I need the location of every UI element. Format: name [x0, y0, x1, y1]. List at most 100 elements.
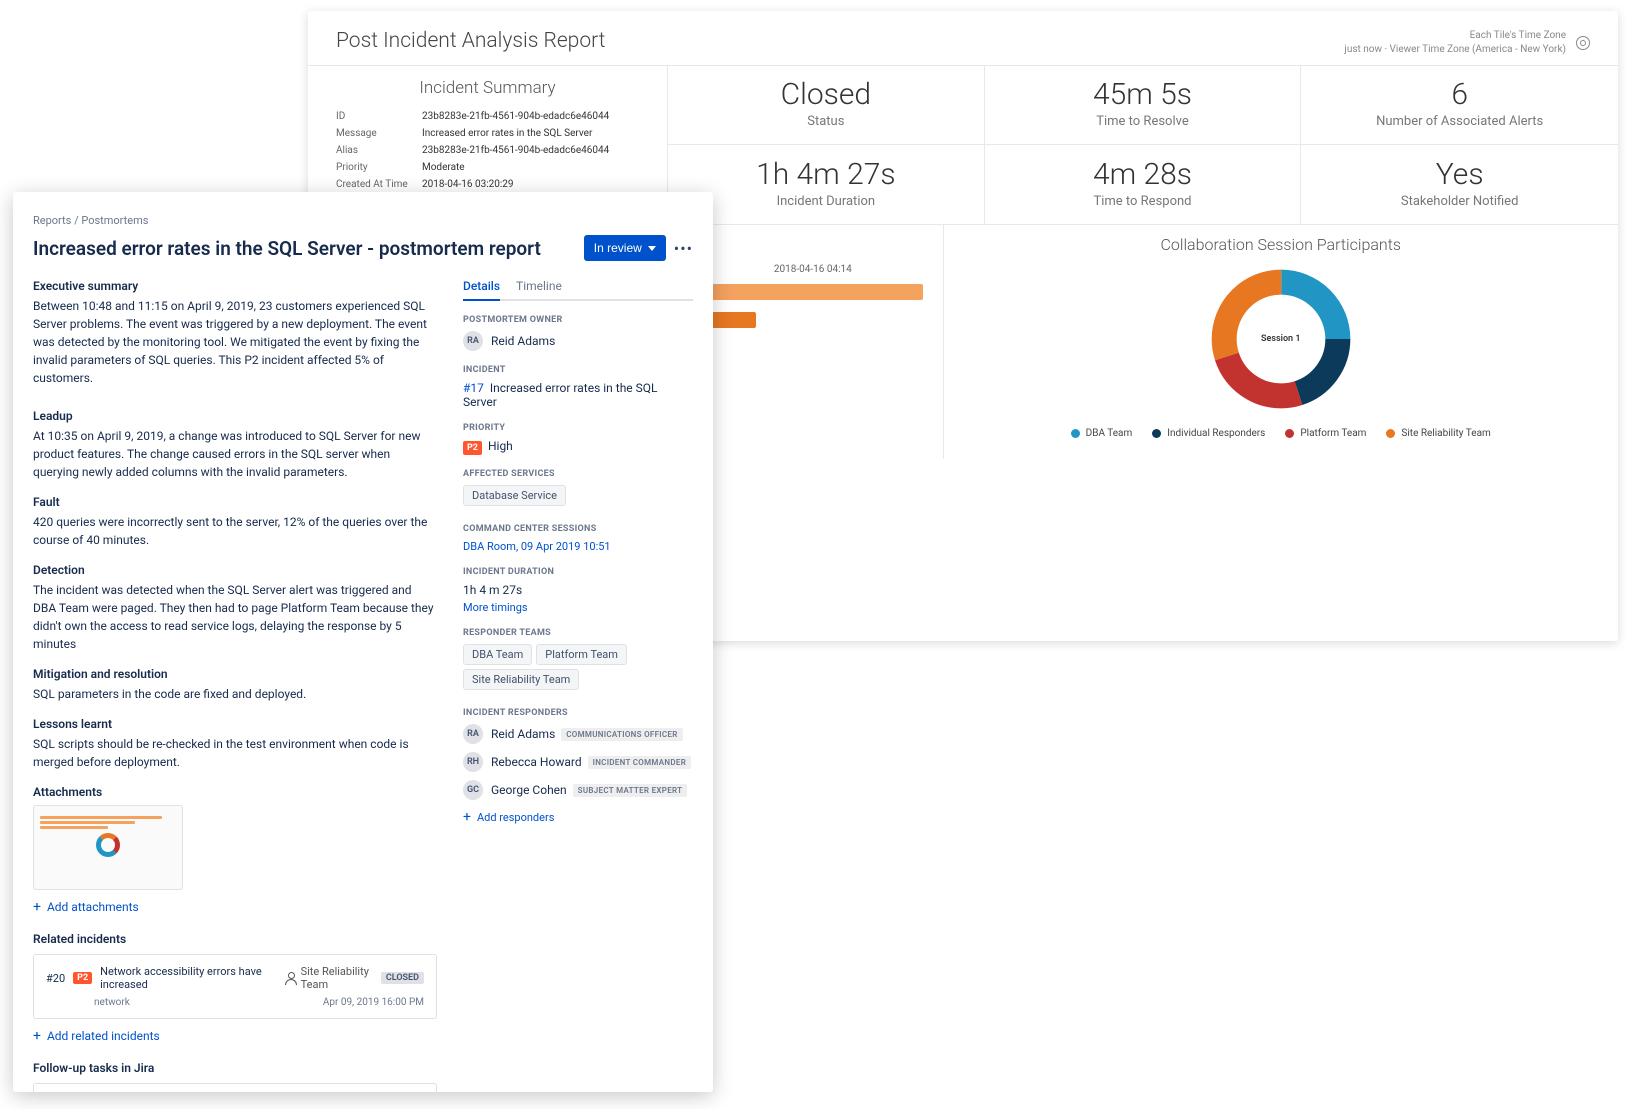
meta-label: POSTMORTEM OWNER: [463, 315, 693, 325]
incident-link[interactable]: #17: [463, 381, 484, 395]
avatar: RA: [463, 331, 483, 351]
avatar: RA: [463, 724, 483, 744]
metric-label: Time to Respond: [1093, 194, 1191, 209]
related-incident-card[interactable]: #20 P2 Network accessibility errors have…: [33, 954, 437, 1019]
chevron-down-icon: [648, 246, 656, 251]
related-number: #20: [46, 972, 65, 985]
team-chip[interactable]: Site Reliability Team: [463, 669, 579, 690]
meta-label: INCIDENT DURATION: [463, 567, 693, 577]
section-text: Between 10:48 and 11:15 on April 9, 2019…: [33, 297, 437, 387]
metric-label: Status: [807, 114, 844, 129]
tab-details[interactable]: Details: [463, 279, 500, 301]
session-link[interactable]: DBA Room, 09 Apr 2019 10:51: [463, 540, 693, 553]
priority-badge: P2: [463, 441, 482, 455]
meta-label: RESPONDER TEAMS: [463, 628, 693, 638]
metric-label: Time to Resolve: [1096, 114, 1189, 129]
metric-value: 4m 28s: [1093, 157, 1192, 192]
add-attachments-link[interactable]: +Add attachments: [33, 900, 437, 914]
donut-legend: DBA Team Individual Responders Platform Te…: [964, 428, 1599, 439]
jira-task-card[interactable]: DBA-1421 https://opsgenie.atlassian.net/…: [33, 1083, 437, 1092]
role-chip: COMMUNICATIONS OFFICER: [561, 728, 682, 741]
priority-row: P2High: [463, 439, 693, 455]
add-responders-link[interactable]: +Add responders: [463, 810, 693, 824]
header-timezone: Each Tile's Time Zone just now · Viewer …: [1344, 29, 1590, 57]
responder-name: Reid Adams: [491, 727, 555, 741]
section-heading: Follow-up tasks in Jira: [33, 1061, 437, 1075]
section-text: 420 queries were incorrectly sent to the…: [33, 513, 437, 549]
section-text: SQL parameters in the code are fixed and…: [33, 685, 437, 703]
owner-name: Reid Adams: [491, 334, 555, 348]
metric-tile: Yes Stakeholder Notified: [1301, 145, 1618, 224]
section-heading: Lessons learnt: [33, 717, 437, 731]
donut-chart: Session 1: [1206, 264, 1356, 414]
participants-title: Collaboration Session Participants: [964, 235, 1599, 254]
plus-icon: +: [33, 1029, 41, 1043]
metric-value: 45m 5s: [1093, 77, 1192, 112]
breadcrumb-reports[interactable]: Reports: [33, 214, 71, 227]
section-heading: Leadup: [33, 409, 437, 423]
metric-tile: 1h 4m 27s Incident Duration: [668, 145, 985, 224]
donut-center-label: Session 1: [1261, 334, 1300, 344]
priority-badge: P2: [73, 972, 92, 984]
role-chip: SUBJECT MATTER EXPERT: [573, 784, 688, 797]
more-timings-link[interactable]: More timings: [463, 601, 693, 614]
plus-icon: +: [463, 810, 471, 824]
responder-name: George Cohen: [491, 783, 567, 797]
team-chip[interactable]: Platform Team: [536, 644, 627, 665]
sidebar-tabs: Details Timeline: [463, 279, 693, 301]
section-heading: Attachments: [33, 785, 437, 799]
gear-icon[interactable]: [1576, 36, 1590, 50]
status-chip: CLOSED: [381, 972, 424, 984]
affected-services: Database Service: [463, 485, 693, 510]
responder-row: RA Reid Adams COMMUNICATIONS OFFICER: [463, 724, 693, 744]
postmortem-title: Increased error rates in the SQL Server …: [33, 237, 541, 260]
incident-responders: RA Reid Adams COMMUNICATIONS OFFICER RH Rebe…: [463, 724, 693, 800]
section-heading: Detection: [33, 563, 437, 577]
participants-panel: Collaboration Session Participants Sessi…: [944, 225, 1619, 459]
team-chip[interactable]: DBA Team: [463, 644, 532, 665]
people-icon: [286, 972, 295, 984]
meta-label: INCIDENT RESPONDERS: [463, 708, 693, 718]
breadcrumb-postmortems[interactable]: Postmortems: [81, 214, 148, 227]
section-heading: Fault: [33, 495, 437, 509]
more-actions-icon[interactable]: •••: [674, 239, 693, 258]
avatar: RH: [463, 752, 483, 772]
section-text: SQL scripts should be re-checked in the …: [33, 735, 437, 771]
responder-teams: DBA TeamPlatform Team Site Reliability Te…: [463, 644, 693, 694]
meta-label: PRIORITY: [463, 423, 693, 433]
metric-tile: 4m 28s Time to Respond: [985, 145, 1302, 224]
attachment-thumbnail[interactable]: [33, 805, 183, 890]
section-heading: Executive summary: [33, 279, 437, 293]
tab-timeline[interactable]: Timeline: [516, 279, 562, 299]
section-heading: Related incidents: [33, 932, 437, 946]
metric-value: Closed: [781, 77, 871, 112]
meta-label: COMMAND CENTER SESSIONS: [463, 524, 693, 534]
metric-tile: 45m 5s Time to Resolve: [985, 66, 1302, 145]
metric-label: Incident Duration: [777, 194, 876, 209]
postmortem-sidebar: Details Timeline POSTMORTEM OWNER RA Rei…: [463, 279, 693, 1092]
metric-value: 1h 4m 27s: [756, 157, 895, 192]
section-heading: Mitigation and resolution: [33, 667, 437, 681]
metric-value: Yes: [1436, 157, 1484, 192]
postmortem-owner: RA Reid Adams: [463, 331, 693, 351]
responder-name: Rebecca Howard: [491, 755, 582, 769]
meta-label: AFFECTED SERVICES: [463, 469, 693, 479]
role-chip: INCIDENT COMMANDER: [588, 756, 692, 769]
legend-item: Platform Team: [1285, 428, 1366, 439]
legend-item: DBA Team: [1071, 428, 1133, 439]
legend-item: Individual Responders: [1152, 428, 1265, 439]
add-related-link[interactable]: +Add related incidents: [33, 1029, 437, 1043]
duration-value: 1h 4 m 27s: [463, 583, 693, 597]
summary-title: Incident Summary: [336, 78, 639, 98]
metric-label: Stakeholder Notified: [1401, 194, 1519, 209]
plus-icon: +: [33, 900, 41, 914]
postmortem-panel: Reports / Postmortems Increased error ra…: [13, 192, 713, 1092]
incident-link-row: #17 Increased error rates in the SQL Ser…: [463, 381, 693, 409]
responder-row: RH Rebecca Howard INCIDENT COMMANDER: [463, 752, 693, 772]
responder-row: GCGeorge CohenSUBJECT MATTER EXPERT: [463, 780, 693, 800]
service-chip[interactable]: Database Service: [463, 485, 566, 506]
meta-label: INCIDENT: [463, 365, 693, 375]
breadcrumb: Reports / Postmortems: [33, 214, 693, 227]
in-review-button[interactable]: In review: [584, 235, 666, 261]
metrics-grid: ClosedStatus45m 5sTime to Resolve6Number…: [668, 66, 1618, 224]
